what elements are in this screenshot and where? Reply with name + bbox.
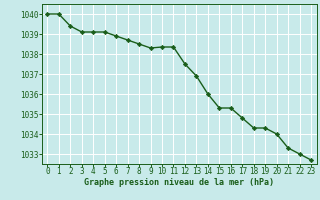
X-axis label: Graphe pression niveau de la mer (hPa): Graphe pression niveau de la mer (hPa) [84,178,274,187]
